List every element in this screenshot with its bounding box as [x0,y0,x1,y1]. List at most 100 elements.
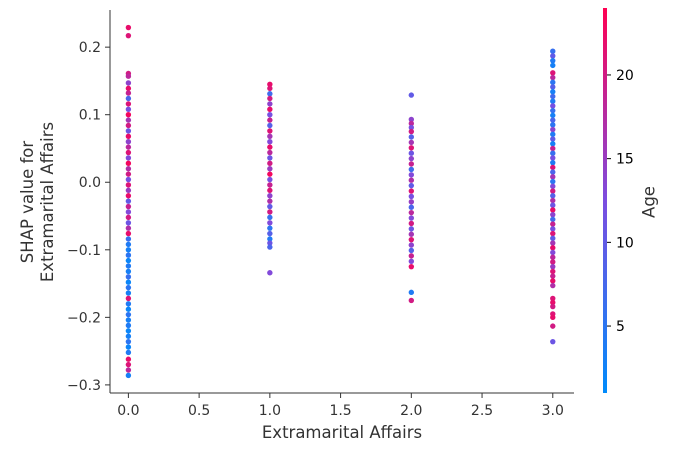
data-point [550,323,556,329]
data-point [408,161,415,167]
data-point [125,349,132,356]
data-point [550,314,556,321]
colorbar-label: Age [640,186,659,218]
data-point [125,139,132,145]
data-point [267,187,273,194]
data-point [550,62,556,69]
data-point [408,258,415,264]
data-point [408,215,415,221]
data-point [408,92,415,98]
data-point [408,124,415,131]
x-tick-label: 3.0 [542,403,564,419]
data-point [408,155,415,162]
data-point [125,241,132,248]
y-axis-label-line-2: Extramarital Affairs [38,122,57,282]
data-point [267,230,273,237]
data-point [408,289,415,296]
x-tick-label: 1.0 [259,403,281,419]
data-point [550,74,556,81]
data-point [408,139,415,146]
scatter-points [125,24,556,379]
data-point [125,101,132,107]
data-point [125,73,132,79]
data-point [408,145,415,151]
data-point [408,188,415,194]
data-point [550,126,556,133]
data-point [267,128,273,134]
data-point [550,70,556,76]
x-axis-ticks: 0.0 0.5 1.0 1.5 2.0 2.5 3.0 [117,393,564,419]
data-point [267,95,273,102]
data-point [125,301,132,307]
colorbar-tick-label: 20 [616,68,634,84]
data-point [550,273,556,279]
data-point [408,199,415,205]
data-point [408,209,415,216]
y-axis-label: SHAP value for Extramarital Affairs [18,122,57,282]
data-point [125,106,132,113]
data-point [408,166,415,173]
data-point [408,263,415,270]
data-point [267,139,273,145]
data-point [125,295,132,302]
data-point [550,254,556,260]
data-point [267,270,273,276]
data-point [125,193,132,199]
data-point [550,338,556,345]
data-point [125,203,132,210]
data-point [408,242,415,248]
data-point [408,134,415,140]
colorbar-tick-label: 5 [616,319,625,335]
x-tick-label: 0.5 [188,403,210,419]
data-point [125,166,132,172]
data-point [408,204,415,210]
data-point [408,236,415,243]
data-point [267,106,273,113]
data-point [267,85,273,92]
x-axis-label: Extramarital Affairs [262,423,422,442]
data-point [125,171,132,177]
data-point [125,187,132,194]
data-point [550,169,556,175]
data-point [267,220,273,226]
data-point [408,116,415,123]
data-point [267,81,273,88]
data-point [125,372,132,379]
data-point [408,253,415,259]
data-point [125,155,132,161]
data-point [267,240,273,246]
data-point [550,193,556,199]
data-point [125,144,132,150]
data-point [125,338,132,345]
data-point [408,297,415,304]
data-point [550,240,556,246]
data-point [550,245,556,251]
data-point [125,117,132,123]
data-point [267,101,273,107]
data-point [267,244,273,250]
data-point [550,93,556,100]
data-point [125,160,132,167]
data-point [550,112,556,119]
y-tick-label: 0.1 [79,108,101,124]
data-point [125,209,132,215]
data-point [125,32,132,39]
data-point [125,356,132,362]
data-point [125,274,132,280]
data-point [267,214,273,221]
y-tick-label: 0.2 [79,40,101,56]
data-point [550,117,556,123]
data-point [408,177,415,183]
x-tick-label: 1.5 [329,403,351,419]
data-point [408,247,415,254]
data-point [125,85,132,92]
data-point [267,182,273,188]
data-point [125,361,132,368]
data-point [550,98,556,104]
data-point [125,198,132,204]
data-point [125,182,132,188]
x-tick-label: 2.0 [400,403,422,419]
data-point [125,252,132,258]
data-point [125,290,132,296]
data-point [550,303,556,310]
